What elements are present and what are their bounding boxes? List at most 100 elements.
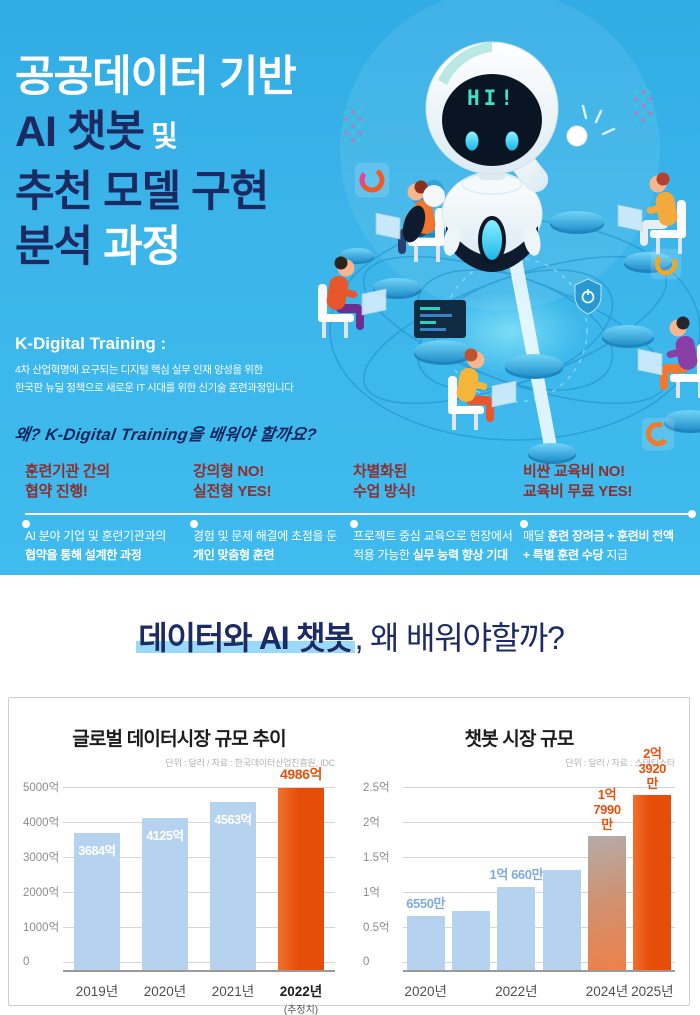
gridline [403,927,675,928]
x-axis-sublabel: (추정치) [283,1005,319,1015]
pillar-heading: 비싼 교육비 NO! 교육비 무료 YES! [523,463,633,501]
hero-title-line: AI 챗봇 및 [15,105,296,165]
section-headline: 데이터와 AI 챗봇, 왜 배워야할까? [0,575,700,697]
hero-title-part: 추천 모델 구현 [15,168,269,216]
kdigital-heading: K-Digital Training : [15,334,167,353]
gridline [63,857,335,858]
center-glow [438,290,582,374]
gridline [403,822,675,823]
kdigital-desc-line: 한국판 뉴딜 정책으로 새로운 IT 시대를 위한 신기술 훈련과정입니다 [15,382,294,395]
x-axis-label: 2022년 [495,984,538,999]
plot-area: 3684억 2019년 4125억 2020년 4563억 2021년 4986억 2022년… [63,766,335,1015]
pillar-divider-line [25,510,696,518]
bar-2022년: 4986억 2022년 (추정치) [278,766,324,1015]
gridline [63,892,335,893]
hero-title-part: 공공데이터 기반 [15,53,297,101]
y-tick-label: 2.5억 [363,782,390,794]
bar-value-label: 3684억 [78,844,116,859]
pillar-dot [22,520,30,528]
x-axis-label: 2025년 [631,984,674,999]
hero-title-part: 과정 [92,223,181,271]
y-tick-label: 2억 [363,817,380,829]
person-at-desk [318,256,387,338]
pillar-column: 강의형 NO! 실전형 YES! 경험 및 문제 해결에 초점을 둔 개인 맞춤형 훈… [190,462,353,575]
dot-matrix [674,350,692,375]
kdigital-block: K-Digital Training : 4차 산업혁명에 요구되는 디지털 핵… [15,334,294,398]
dot-matrix [634,90,652,122]
chart-title: 챗봇 시장 규모 [464,729,574,750]
chart-chatbot-market: 챗봇 시장 규모 단위 : 달러 / 자료 : 스태티스타 2.5억 2억 1.5억… [349,724,689,999]
bar-2019년: 3684억 2019년 [74,833,120,999]
robot-illustration: HI! [402,41,616,272]
gridline [63,787,335,788]
pillar-dot [190,520,198,528]
pillar-dot [350,520,358,528]
bar-value-label: 4986억 [279,765,323,782]
chart-source: 단위 : 달러 / 자료 : 한국데이터산업진흥원, IDC [165,758,336,768]
y-tick-label: 1억 [363,887,380,899]
chart-source: 단위 : 달러 / 자료 : 스태티스타 [565,758,675,768]
bar-2020년: 6550만 2020년 [404,896,446,999]
pillar-body: 프로젝트 중심 교육으로 현장에서 적용 가능한 실무 능력 향상 기대 [353,528,513,562]
person-at-desk [375,180,444,262]
gridline [63,962,335,963]
pillar-body: 경험 및 문제 해결에 초점을 둔 개인 맞춤형 훈련 [193,528,338,562]
bar-2025년: 2억 3920만 2025년 [631,746,673,999]
network-globe [329,219,700,441]
cloud-upload-icon [411,180,445,206]
y-tick-label: 2000억 [23,887,60,899]
gridline [403,962,675,963]
pillar-dot [520,520,528,528]
x-axis-label: 2020년 [404,984,447,999]
pillar-column: 차별화된 수업 방식! 프로젝트 중심 교육으로 현장에서 적용 가능한 실무 능력 … [350,462,523,575]
bar-series-3 [542,869,581,970]
gridline [403,787,675,788]
pillar-column: 훈련기관 간의 협약 진행! AI 분야 기업 및 훈련기관과의 협약을 통해 설계한… [22,462,193,575]
bar-2021년: 4563억 2021년 [210,802,256,999]
hero-question: 왜? K-Digital Training을 배워야 할까요? [13,426,318,444]
shield-icon [574,278,602,315]
x-axis-label: 2024년 [585,984,629,999]
pillar-heading: 차별화된 수업 방식! [353,463,416,501]
bar-value-label: 2억 3920만 [638,745,667,791]
gridline [403,857,675,858]
headline-highlight: 데이터와 AI 챗봇 [136,620,355,656]
bar-value-label: 4563억 [214,813,252,828]
bar-value-label: 4125억 [146,828,184,843]
bar-value-label: 1억 7990만 [593,787,621,833]
pillars-section: 훈련기관 간의 협약 진행! AI 분야 기업 및 훈련기관과의 협약을 통해 설계한… [0,450,700,575]
chart-title: 글로벌 데이터시장 규모 추이 [72,729,286,750]
glow-circle [340,0,660,310]
hero-title-part: 및 [144,121,178,153]
y-axis: 5000억 4000억 3000억 2000억 1000억 0 [21,782,63,972]
dashed-ring [442,257,588,403]
y-tick-label: 0.5억 [363,922,390,934]
y-tick-label: 1000억 [23,922,60,934]
dot-matrix [344,110,362,142]
gridline [403,892,675,893]
donut-chart-icon [641,417,675,451]
y-tick-label: 1.5억 [363,852,390,864]
pillar-heading: 훈련기관 간의 협약 진행! [25,463,110,501]
y-tick-label: 0 [363,956,370,968]
people-group [318,172,700,430]
y-tick-label: 3000억 [23,852,60,864]
bar-value-label: 6550만 [406,896,446,912]
hero-section: HI! 공공데이터 기반 AI 챗봇 및 추천 모델 구현 분석 과정 K-Digit… [0,0,700,575]
hero-title-line: 분석 과정 [15,220,296,275]
x-axis-label: 2021년 [211,984,255,999]
hero-title-part: AI 챗봇 [15,108,145,156]
donut-chart-icon [650,248,682,280]
kdigital-desc-line: 4차 산업혁명에 요구되는 디지털 핵심 실무 인재 양성을 위한 [15,364,263,376]
bar-2022년: 1억 660만 2022년 [490,867,544,999]
hero-title-line: 추천 모델 구현 [15,165,296,220]
code-panel-icon [414,300,466,338]
donut-chart-icon [354,162,390,198]
hero-title: 공공데이터 기반 AI 챗봇 및 추천 모델 구현 분석 과정 [15,50,297,275]
x-axis-label: 2020년 [143,984,187,999]
robot-screen-text: HI! [467,86,517,110]
y-tick-label: 5000억 [23,782,60,794]
charts-panel: 글로벌 데이터시장 규모 추이 단위 : 달러 / 자료 : 한국데이터산업진흥… [8,697,690,1015]
bar-value-label: 1억 660만 [489,867,544,883]
